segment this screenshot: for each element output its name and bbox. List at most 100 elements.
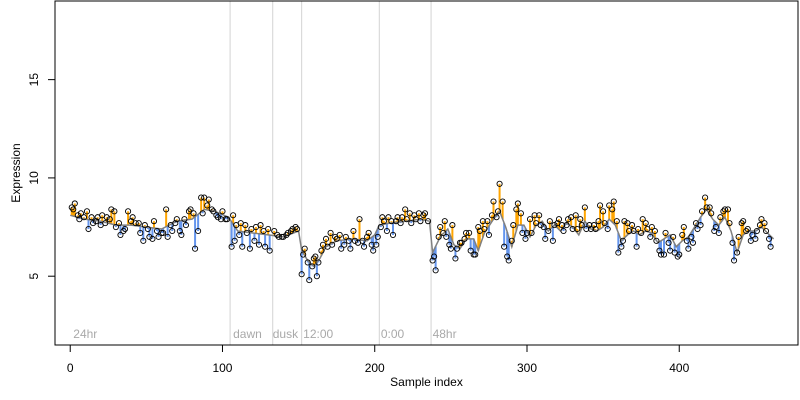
data-point [85,225,92,233]
data-point [542,235,549,242]
data-point [394,214,401,221]
data-point [485,231,492,238]
x-tick-label: 100 [212,361,232,375]
x-axis: 0 100 200 300 400 [67,344,690,375]
data-point [761,220,768,227]
data-point [70,206,77,213]
data-point [467,247,474,254]
data-point [472,251,479,258]
data-point [370,247,377,254]
data-point [453,245,461,252]
x-tick-label: 300 [517,361,537,375]
data-point [389,231,397,238]
data-point [597,202,604,209]
data-point [479,218,486,225]
data-point [481,225,488,233]
data-point [304,259,311,266]
data-point [192,245,199,252]
data-point [312,253,319,260]
data-point [565,216,572,223]
data-point [275,233,282,240]
data-point [313,273,320,280]
data-point [587,225,594,233]
data-point [210,208,217,215]
data-point [129,214,136,221]
data-point [461,235,468,242]
data-point [549,237,556,244]
data-point [246,245,253,252]
data-point [619,237,626,244]
data-point [665,239,672,246]
data-point [463,229,470,237]
data-point [431,253,438,260]
data-point [421,210,429,217]
data-point [595,218,602,225]
data-point [443,233,450,240]
data-point [266,247,273,254]
data-point [495,208,502,215]
data-point [230,212,237,219]
data-point [83,208,91,215]
data-point [198,194,205,201]
data-point [702,194,709,201]
data-point [628,222,636,229]
data-point [447,245,454,252]
data-point [590,222,598,229]
data-point [437,224,444,231]
data-point [309,263,316,270]
data-point [164,233,171,240]
data-point [408,220,415,227]
data-points [68,180,774,284]
data-point [169,227,176,235]
data-point [726,220,733,227]
data-point [639,216,646,223]
data-point [351,237,358,244]
region-label: 24hr [73,327,97,341]
data-point [187,206,194,213]
y-tick-label: 15 [27,73,41,87]
data-point [679,231,686,238]
data-point [578,222,585,229]
data-point [551,222,558,229]
data-point [172,220,179,227]
data-point [71,200,78,207]
data-point [74,212,81,219]
data-point [301,245,308,252]
data-point [458,239,465,246]
data-point [621,218,628,225]
data-point [517,210,524,217]
data-point [345,237,352,244]
data-point [531,212,538,219]
data-point [424,218,432,225]
data-point [514,200,521,207]
data-point [613,218,620,225]
data-point [435,233,442,240]
data-point [280,233,287,240]
data-point [625,227,633,235]
data-point [569,225,576,233]
data-point [163,206,170,213]
data-point [660,251,668,258]
residual-bars [70,183,772,281]
data-point [141,222,148,229]
region-label: 12:00 [303,327,333,341]
data-point [255,241,263,248]
data-point [359,237,366,244]
data-point [642,220,649,227]
data-point [749,231,756,238]
data-point [365,229,372,237]
data-point [638,229,645,237]
data-point [615,249,622,256]
y-tick-label: 5 [27,273,41,280]
data-point [735,233,742,240]
data-point [329,241,336,248]
data-point [685,245,692,252]
data-point [708,210,715,217]
data-point [504,253,511,260]
data-point [205,196,212,203]
data-point [137,229,144,237]
data-point [155,233,162,240]
data-point [236,231,243,238]
data-point [228,243,235,250]
